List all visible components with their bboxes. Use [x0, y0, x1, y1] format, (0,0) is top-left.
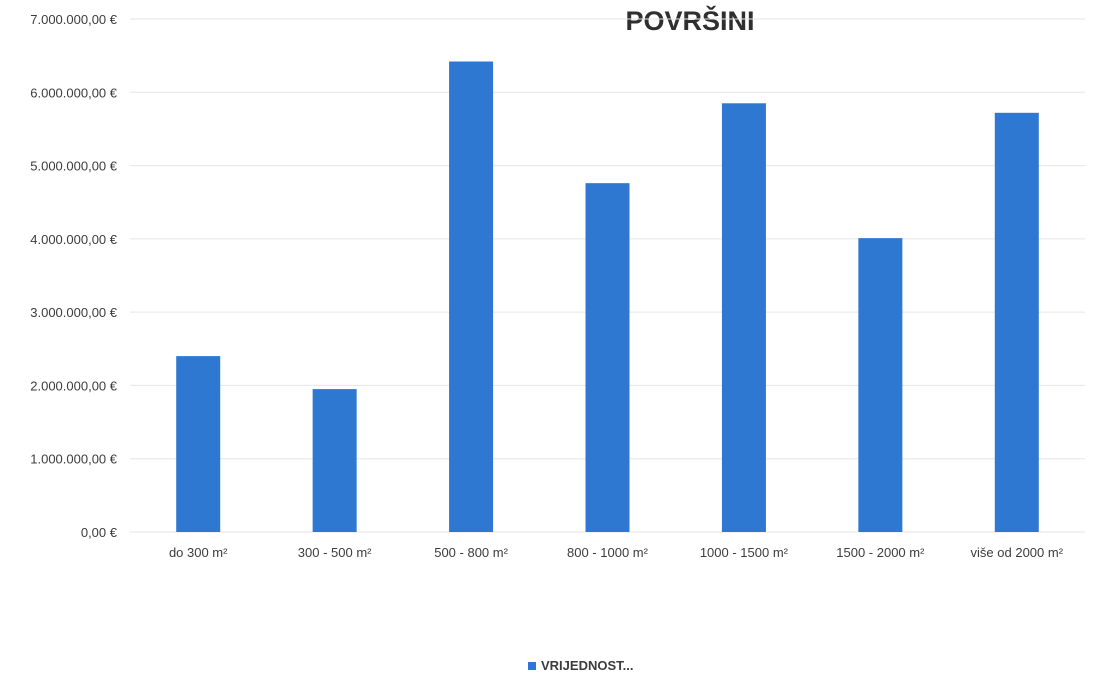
y-tick-label: 4.000.000,00 €	[30, 232, 118, 247]
x-tick-label: 1500 - 2000 m²	[836, 545, 925, 560]
y-axis-tick-labels: 0,00 € 1.000.000,00 € 2.000.000,00 € 3.000.…	[30, 12, 118, 540]
y-tick-label: 5.000.000,00 €	[30, 159, 118, 174]
x-tick-label: 300 - 500 m²	[298, 545, 372, 560]
bar	[858, 238, 903, 533]
x-tick-label: više od 2000 m²	[971, 545, 1064, 560]
legend-swatch	[528, 662, 536, 670]
bar	[994, 112, 1039, 532]
y-tick-label: 0,00 €	[81, 525, 118, 540]
x-tick-label: do 300 m²	[169, 545, 228, 560]
x-tick-label: 500 - 800 m²	[434, 545, 508, 560]
y-tick-label: 2.000.000,00 €	[30, 378, 118, 393]
bar	[721, 103, 766, 533]
legend: VRIJEDNOST...	[528, 658, 633, 673]
bar	[585, 183, 630, 532]
x-axis-tick-labels: do 300 m² 300 - 500 m² 500 - 800 m² 800 - 1…	[169, 545, 1064, 560]
x-tick-label: 800 - 1000 m²	[567, 545, 649, 560]
legend-label: VRIJEDNOST...	[541, 658, 633, 673]
x-tick-label: 1000 - 1500 m²	[700, 545, 789, 560]
bar	[176, 356, 221, 532]
chart-title: POVRŠINI	[625, 5, 754, 36]
y-tick-label: 7.000.000,00 €	[30, 12, 118, 27]
bars	[176, 61, 1039, 533]
y-tick-label: 3.000.000,00 €	[30, 305, 118, 320]
bar	[449, 61, 494, 533]
bar	[312, 389, 357, 532]
y-tick-label: 6.000.000,00 €	[30, 85, 118, 100]
y-tick-label: 1.000.000,00 €	[30, 452, 118, 467]
